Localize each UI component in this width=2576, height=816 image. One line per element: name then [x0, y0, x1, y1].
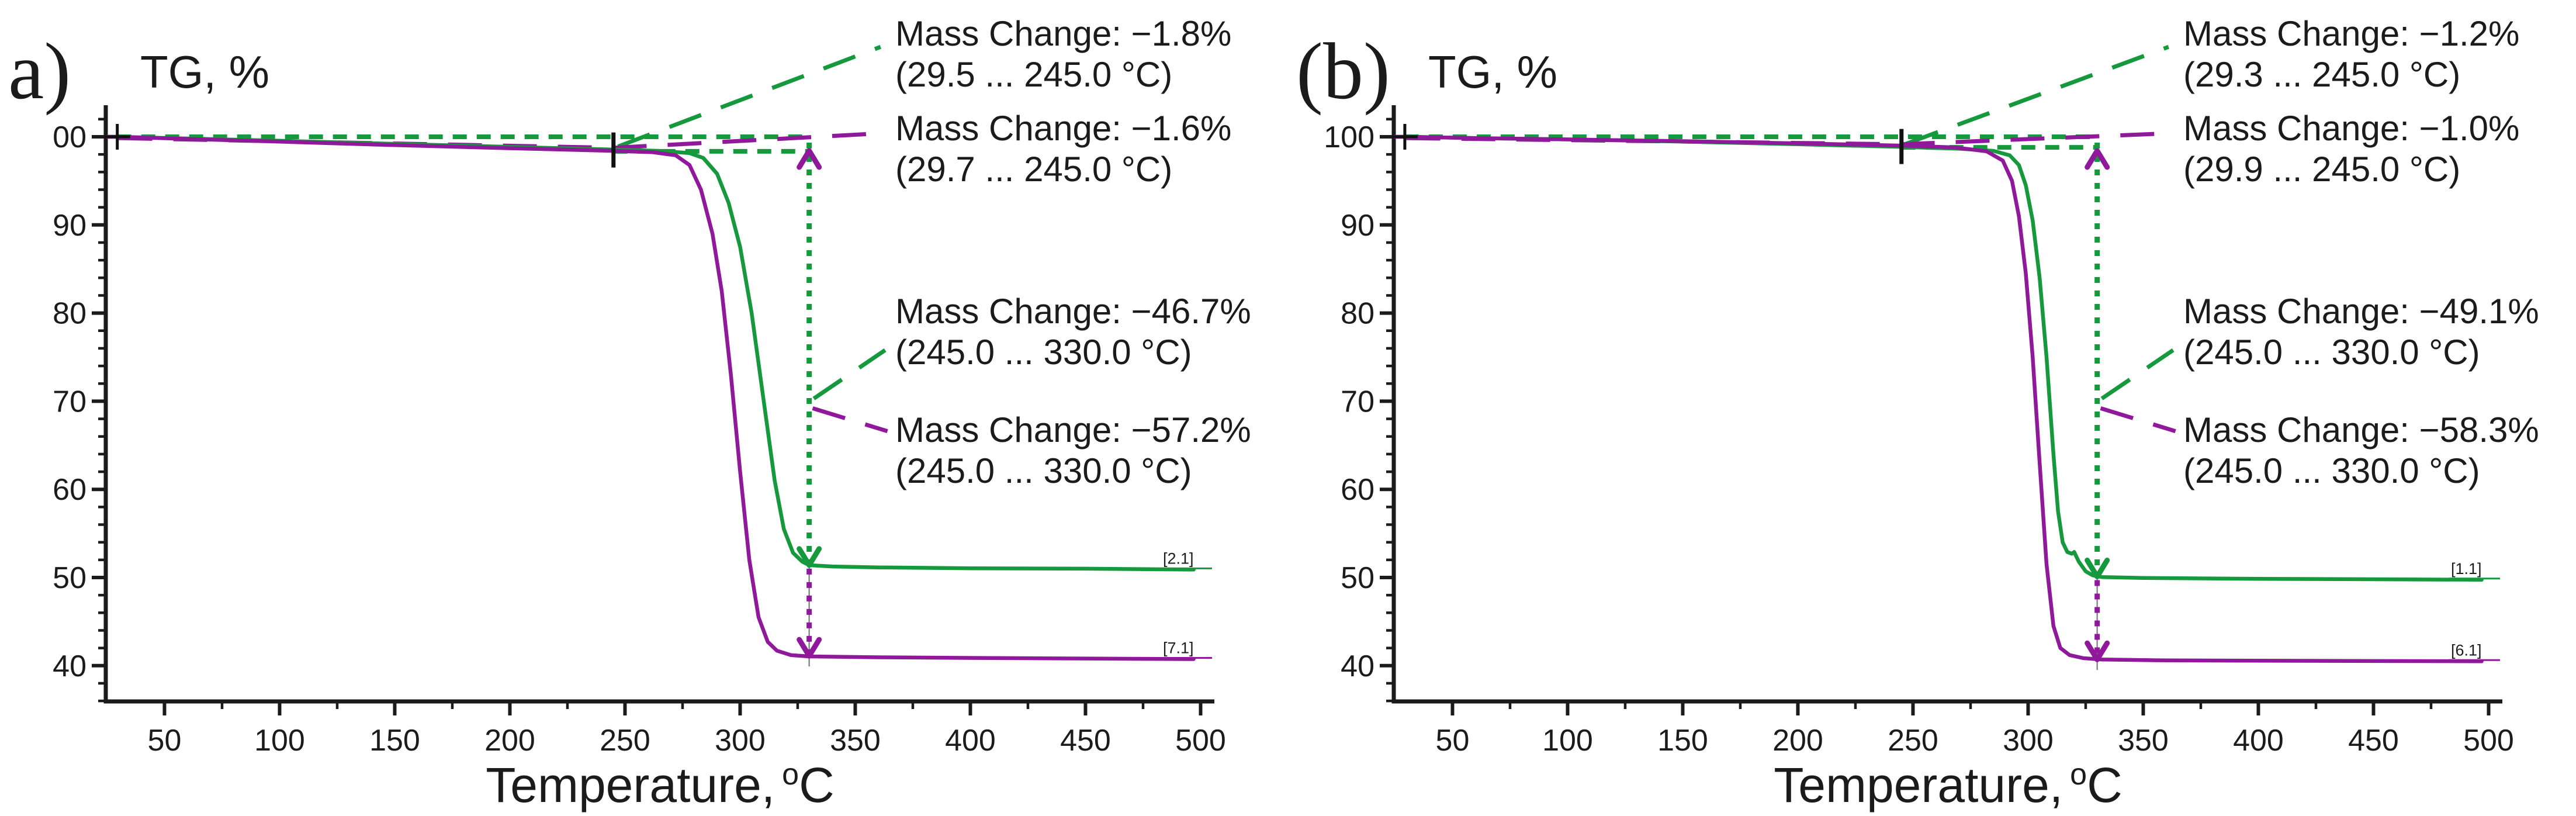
x-tick-label: 300	[2003, 724, 2054, 758]
x-axis-title-degree: o	[782, 758, 799, 791]
x-tick-label: 150	[1657, 724, 1708, 758]
curve-id-tag: [7.1]	[1163, 639, 1194, 656]
curve-id-tag: [2.1]	[1163, 549, 1194, 567]
mass-change-annotation-line2: (245.0 ... 330.0 °C)	[2183, 333, 2480, 372]
y-tick-label: 80	[53, 297, 86, 331]
panel-letter-label: (b)	[1296, 26, 1390, 116]
annotation-leader-line	[812, 406, 888, 434]
y-tick-label: 50	[1341, 561, 1374, 595]
x-tick-label: 450	[1060, 724, 1111, 758]
x-tick-label: 500	[2463, 724, 2514, 758]
tg-chart-b: 50 100 150 200 250 300 350 400 450 500 100 90 80 70 60…	[1296, 14, 2539, 812]
mass-change-annotation-line1: Mass Change: −46.7%	[895, 292, 1251, 331]
y-tick-label: 90	[53, 209, 86, 243]
y-tick-label: 80	[1341, 297, 1374, 331]
x-tick-label: 350	[830, 724, 881, 758]
tg-curve	[1393, 134, 2484, 663]
y-tick-label: 100	[1324, 120, 1374, 154]
axes-spines	[103, 105, 1214, 704]
plot-group: 50 100 150 200 250 300 350 400 450 500 00 90 80 70 60 5…	[8, 14, 1251, 812]
x-tick-label: 400	[945, 724, 996, 758]
x-tick-label: 200	[1772, 724, 1823, 758]
x-axis-title-main: Temperature,	[486, 758, 775, 812]
x-tick-label: 200	[484, 724, 535, 758]
measure-arrowhead-up	[797, 148, 822, 170]
mass-change-annotation-line1: Mass Change: −1.6%	[895, 109, 1231, 148]
tg-panel-a: 50 100 150 200 250 300 350 400 450 500 00 90 80 70 60 5…	[8, 14, 1251, 812]
y-axis-title: TG, %	[140, 46, 269, 98]
x-axis-title-main: Temperature,	[1774, 758, 2063, 812]
mass-change-annotation-line2: (29.9 ... 245.0 °C)	[2183, 150, 2460, 189]
mass-change-annotation-line1: Mass Change: −1.2%	[2183, 14, 2519, 53]
curve-id-tag: [6.1]	[2451, 641, 2482, 659]
axes-spines	[1391, 105, 2502, 704]
y-tick-label: 40	[1341, 649, 1374, 683]
y-tick-label: 90	[1341, 209, 1374, 243]
x-tick-label: 400	[2233, 724, 2284, 758]
x-tick-label: 100	[254, 724, 305, 758]
x-axis-title-unit: C	[2087, 758, 2123, 812]
tg-panel-b: 50 100 150 200 250 300 350 400 450 500 100 90 80 70 60…	[1288, 0, 2576, 816]
mass-change-annotation-line1: Mass Change: −1.0%	[2183, 109, 2519, 148]
x-axis-title-unit: C	[799, 758, 835, 812]
mass-change-annotation-line2: (29.7 ... 245.0 °C)	[895, 150, 1172, 189]
x-tick-label: 350	[2118, 724, 2169, 758]
y-tick-label: 70	[1341, 385, 1374, 419]
plot-group: 50 100 150 200 250 300 350 400 450 500 100 90 80 70 60…	[1296, 14, 2539, 812]
x-tick-label: 150	[369, 724, 420, 758]
y-tick-label: 40	[53, 649, 86, 683]
x-tick-label: 500	[1175, 724, 1226, 758]
mass-change-annotation-line2: (29.3 ... 245.0 °C)	[2183, 55, 2460, 94]
annotation-leader-line	[1905, 44, 2170, 146]
x-tick-label: 300	[715, 724, 766, 758]
measure-arrowhead-up	[2085, 148, 2110, 170]
annotation-leader-line	[2100, 406, 2176, 434]
panel-letter-label: a)	[8, 26, 71, 116]
mass-change-annotation-line1: Mass Change: −58.3%	[2183, 410, 2539, 450]
x-axis-title-degree: o	[2070, 758, 2087, 791]
x-tick-label: 250	[600, 724, 650, 758]
x-tick-label: 250	[1888, 724, 1938, 758]
x-tick-label: 450	[2348, 724, 2399, 758]
mass-change-annotation-line1: Mass Change: −1.8%	[895, 14, 1231, 53]
annotation-leader-line	[617, 44, 882, 148]
mass-change-annotation-line2: (29.5 ... 245.0 °C)	[895, 55, 1172, 94]
mass-change-annotation-line1: Mass Change: −49.1%	[2183, 292, 2539, 331]
tg-chart-a: 50 100 150 200 250 300 350 400 450 500 00 90 80 70 60 5…	[8, 14, 1251, 812]
mass-change-annotation-line2: (245.0 ... 330.0 °C)	[895, 451, 1192, 490]
mass-change-annotation-line1: Mass Change: −57.2%	[895, 410, 1251, 450]
y-tick-label: 00	[53, 120, 86, 154]
y-tick-label: 60	[1341, 473, 1374, 507]
y-tick-label: 70	[53, 385, 86, 419]
annotation-leader-line	[812, 348, 887, 400]
x-tick-label: 50	[1436, 724, 1470, 758]
annotation-leader-line	[2100, 348, 2175, 400]
mass-change-annotation-line2: (245.0 ... 330.0 °C)	[2183, 451, 2480, 490]
curve-id-tag: [1.1]	[2451, 560, 2482, 578]
x-tick-label: 50	[148, 724, 182, 758]
y-axis-title: TG, %	[1428, 46, 1557, 98]
x-axis-title: Temperature, oC	[1774, 758, 2123, 812]
y-tick-label: 50	[53, 561, 86, 595]
mass-change-annotation-line2: (245.0 ... 330.0 °C)	[895, 333, 1192, 372]
x-axis-title: Temperature, oC	[486, 758, 835, 812]
tg-curve	[105, 134, 1196, 661]
y-tick-label: 60	[53, 473, 86, 507]
x-tick-label: 100	[1542, 724, 1593, 758]
